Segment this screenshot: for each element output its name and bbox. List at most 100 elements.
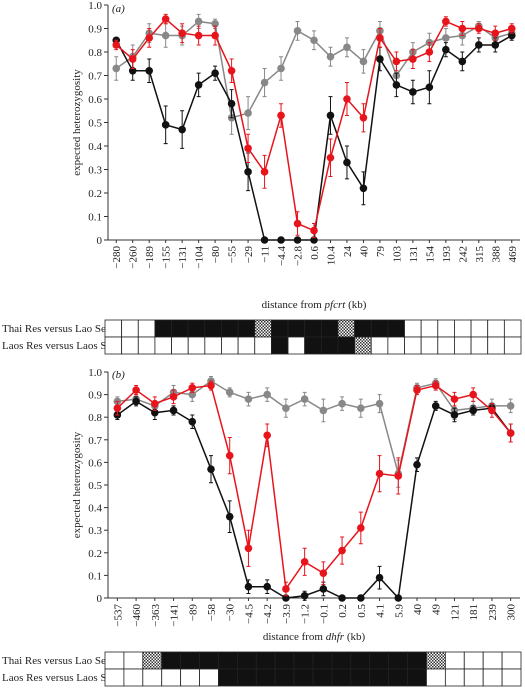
x-tick-label: −189: [144, 246, 156, 269]
comparison-cell: [312, 668, 333, 687]
data-point: [442, 45, 450, 54]
comparison-cell: [293, 651, 314, 670]
data-point: [375, 469, 384, 478]
data-point: [178, 29, 186, 37]
data-point: [409, 88, 417, 96]
data-point: [319, 569, 328, 577]
data-point: [300, 591, 309, 600]
data-point: [300, 395, 309, 403]
x-tick-label: 49: [431, 604, 443, 616]
data-point: [207, 465, 215, 473]
data-point: [161, 121, 170, 129]
data-point: [277, 64, 285, 73]
comparison-cell: [237, 336, 256, 355]
y-tick-label: 0.5: [88, 118, 102, 130]
comparison-cell: [503, 319, 522, 338]
x-tick-label: 239: [487, 604, 499, 621]
x-tick-label: 24: [342, 246, 354, 258]
data-point: [343, 43, 351, 52]
comparison-cell: [487, 336, 505, 355]
comparison-cell: [407, 651, 427, 670]
x-tick-label: −30: [225, 604, 237, 622]
comparison-cell: [482, 668, 503, 687]
comparison-cell: [171, 336, 189, 355]
comparison-cell: [444, 651, 465, 670]
data-point: [128, 55, 137, 63]
data-point: [211, 31, 219, 40]
comparison-cell: [388, 668, 408, 687]
data-point: [375, 573, 384, 582]
x-tick-label: −363: [150, 604, 162, 627]
x-tick-label: −1.2: [300, 604, 312, 624]
x-tick-label: 5.9: [393, 604, 405, 618]
x-tick-label: 242: [457, 246, 469, 263]
x-tick-label: −280: [111, 246, 123, 269]
data-point: [413, 460, 421, 469]
data-point: [227, 67, 236, 75]
x-tick-label: −80: [210, 246, 222, 264]
x-tick-label: 469: [507, 246, 519, 263]
data-point: [506, 402, 515, 410]
data-point: [169, 406, 178, 415]
comparison-cell: [104, 319, 123, 338]
data-point: [338, 546, 346, 555]
x-tick-label: 79: [375, 246, 387, 258]
data-point: [469, 390, 477, 399]
x-tick-label: −131: [177, 246, 189, 269]
comparison-cell: [221, 319, 239, 338]
comparison-cell: [503, 336, 522, 355]
data-point: [194, 31, 203, 40]
data-point: [376, 55, 384, 63]
data-point: [300, 558, 309, 566]
comparison-cell: [304, 319, 322, 338]
comparison-cell: [180, 668, 200, 687]
comparison-cell: [121, 336, 139, 355]
panel-label: (a): [112, 3, 125, 15]
data-point: [282, 404, 290, 412]
data-point: [263, 390, 271, 399]
data-point: [260, 236, 269, 244]
comparison-cell: [121, 319, 139, 338]
data-point: [161, 15, 170, 23]
comparison-cell: [204, 319, 222, 338]
data-point: [392, 57, 401, 66]
y-axis-label: expected heterozygosity: [71, 431, 83, 538]
comparison-cell: [154, 336, 172, 355]
comparison-cell: [161, 651, 182, 670]
data-point: [151, 399, 159, 408]
data-point: [431, 402, 440, 410]
data-point: [359, 57, 368, 66]
comparison-cell: [350, 668, 371, 687]
comparison-cell: [354, 336, 372, 355]
comparison-cell: [369, 651, 390, 670]
y-tick-label: 0.4: [88, 503, 102, 515]
data-point: [293, 27, 302, 35]
x-tick-label: −537: [112, 604, 124, 627]
comparison-cell: [137, 336, 156, 355]
data-point: [357, 404, 365, 412]
x-tick-label: −104: [194, 246, 206, 269]
series-line: [116, 400, 512, 600]
data-point: [293, 236, 302, 244]
comparison-cell: [437, 319, 455, 338]
series-line: [116, 384, 512, 592]
comparison-cell: [287, 319, 306, 338]
data-point: [338, 594, 346, 602]
comparison-cell: [454, 319, 472, 338]
x-tick-label: −89: [187, 604, 199, 622]
comparison-cell: [463, 668, 484, 687]
x-tick-label: 315: [474, 246, 486, 263]
data-point: [112, 64, 121, 73]
comparison-cell: [350, 651, 371, 670]
comparison-cell: [501, 668, 522, 687]
data-point: [260, 168, 269, 176]
comparison-cell: [426, 668, 446, 687]
data-point: [442, 17, 450, 26]
x-tick-label: 40: [358, 246, 370, 258]
data-point: [178, 125, 186, 134]
y-tick-label: 0: [97, 235, 103, 247]
comparison-cell: [254, 319, 272, 338]
data-point: [194, 17, 203, 26]
comparison-cell: [404, 319, 422, 338]
comparison-cell: [470, 336, 489, 355]
